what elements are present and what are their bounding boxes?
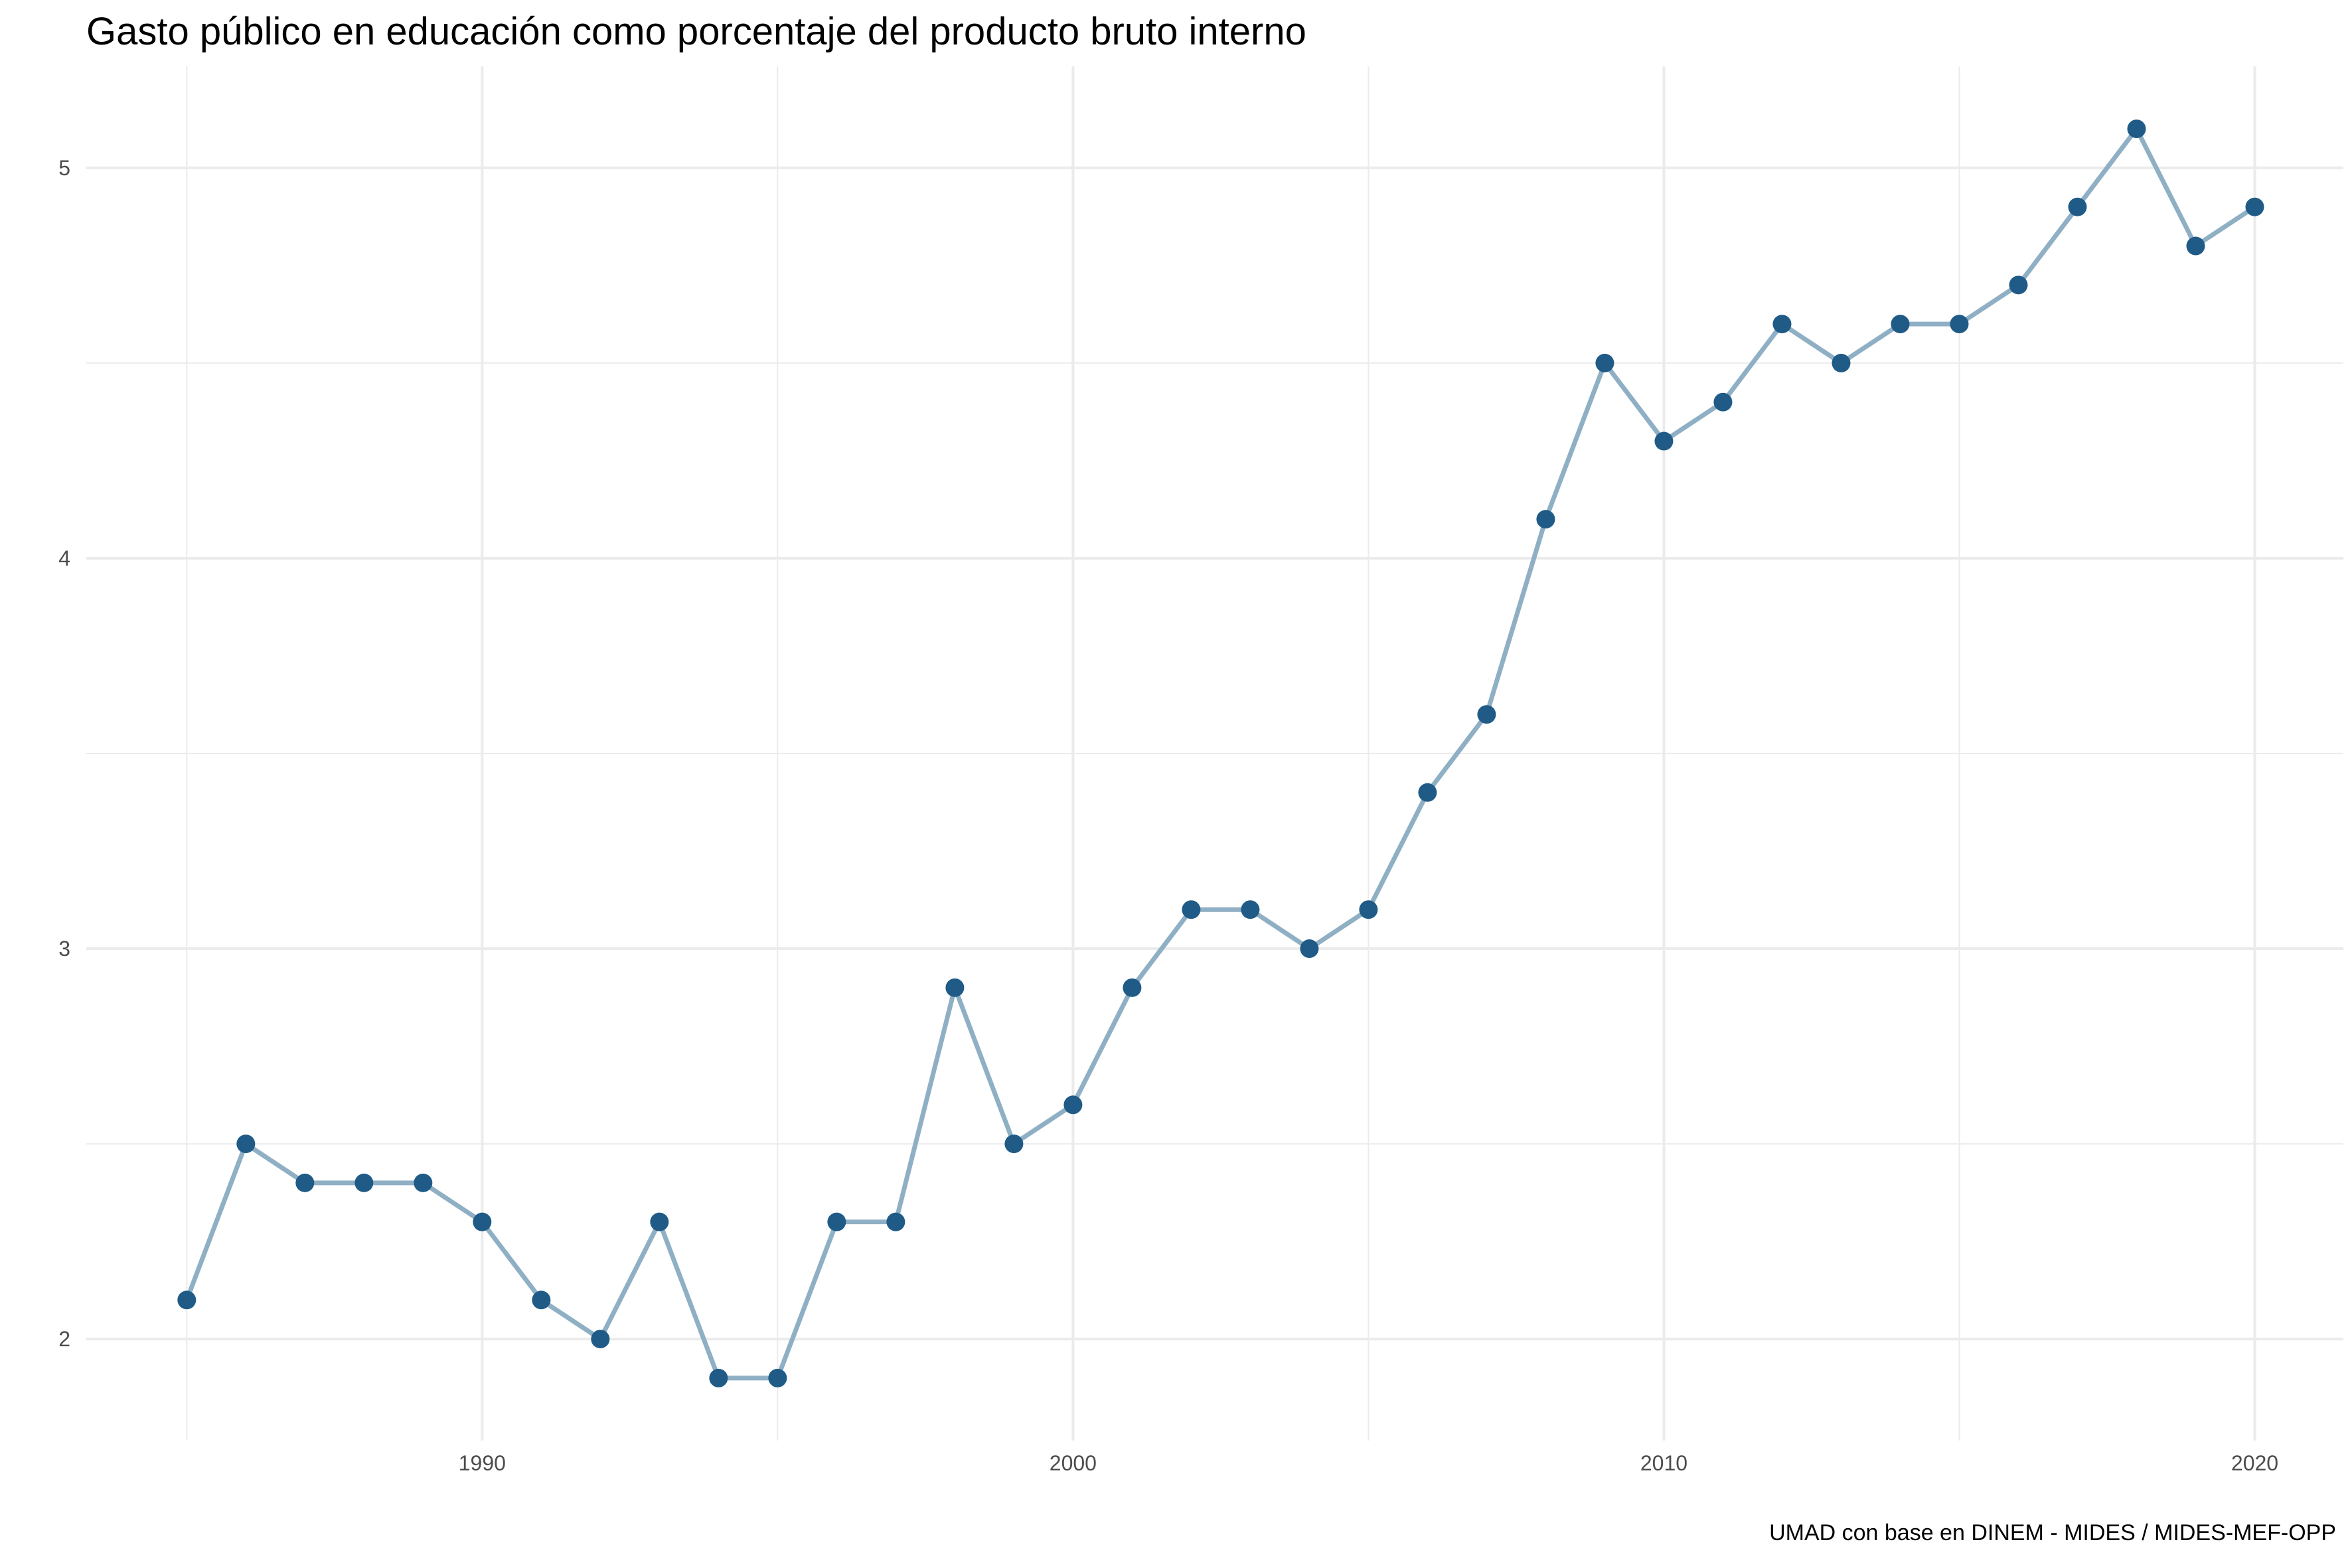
data-point	[2009, 275, 2028, 295]
data-point	[1536, 510, 1555, 529]
data-point	[1891, 315, 1910, 334]
data-point	[1123, 978, 1142, 997]
data-point	[1832, 353, 1851, 372]
data-point	[1772, 315, 1792, 334]
x-tick-label: 1990	[459, 1451, 506, 1475]
chart-title: Gasto público en educación como porcenta…	[86, 10, 1306, 53]
data-point	[886, 1212, 905, 1231]
y-tick-label: 3	[58, 937, 70, 961]
data-point	[1063, 1095, 1083, 1115]
series-line-group	[184, 126, 2257, 1381]
y-tick-label: 4	[58, 546, 70, 570]
data-point	[414, 1173, 433, 1192]
data-point	[945, 978, 965, 997]
data-point	[650, 1212, 669, 1231]
data-point	[1713, 392, 1733, 412]
data-point	[1418, 783, 1437, 802]
series-line	[184, 126, 2257, 1381]
x-axis-tick-labels: 1990 2000 2010 2020	[459, 1451, 2278, 1475]
data-point	[295, 1173, 315, 1192]
data-point	[709, 1368, 728, 1387]
minor-gridlines	[86, 66, 2343, 1441]
data-point	[768, 1368, 787, 1387]
data-point	[2068, 197, 2087, 216]
x-tick-label: 2000	[1050, 1451, 1097, 1475]
data-point	[473, 1212, 492, 1231]
data-point	[2245, 197, 2264, 216]
series-points-group	[177, 119, 2264, 1387]
data-point	[1004, 1135, 1024, 1154]
data-point	[177, 1291, 196, 1310]
data-point	[2127, 119, 2146, 139]
data-point	[1654, 431, 1674, 451]
y-tick-label: 2	[58, 1327, 70, 1351]
data-point	[1182, 900, 1201, 919]
data-point	[1950, 315, 1969, 334]
data-point	[354, 1173, 374, 1192]
y-axis-tick-labels: 2 3 4 5	[58, 156, 70, 1351]
x-tick-label: 2020	[2231, 1451, 2278, 1475]
data-point	[236, 1135, 256, 1154]
data-point	[591, 1330, 610, 1349]
data-point	[1477, 705, 1496, 724]
data-point	[2186, 236, 2205, 256]
data-point	[1241, 900, 1260, 919]
x-tick-label: 2010	[1640, 1451, 1687, 1475]
data-point	[1595, 353, 1614, 372]
major-gridlines	[86, 66, 2343, 1441]
data-point	[1359, 900, 1378, 919]
chart-caption: UMAD con base en DINEM - MIDES / MIDES-M…	[1769, 1520, 2336, 1545]
data-point	[827, 1212, 846, 1231]
data-point	[532, 1291, 551, 1310]
y-tick-label: 5	[58, 156, 70, 180]
data-point	[1300, 939, 1319, 959]
